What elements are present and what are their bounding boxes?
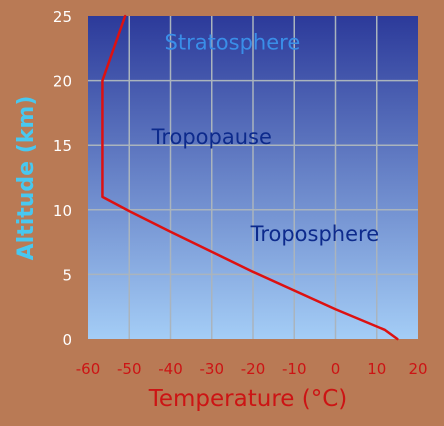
annotation-label: Stratosphere [165,31,301,55]
grid-lines [88,16,418,339]
x-tick-label: 10 [367,360,386,378]
annotation-label: Troposphere [250,222,380,246]
y-tick-label: 0 [62,331,72,349]
x-axis-label: Temperature (°C) [148,386,348,412]
x-tick-label: -60 [76,360,101,378]
x-tick-label: 0 [331,360,341,378]
y-tick-label: 5 [62,266,72,284]
x-tick-labels: -60 -50 -40 -30 -20 -10 0 10 20 [76,360,428,378]
x-tick-label: -20 [241,360,266,378]
x-tick-label: -10 [282,360,307,378]
y-tick-labels: 0 5 10 15 20 25 [53,8,72,349]
annotations: Stratosphere Tropopause Troposphere [151,31,380,246]
y-tick-label: 10 [53,202,72,220]
temperature-profile-line [101,14,399,341]
x-tick-label: -30 [200,360,225,378]
y-tick-label: 15 [53,137,72,155]
y-tick-label: 20 [53,73,72,91]
x-tick-label: 20 [408,360,427,378]
series-layer [101,14,399,341]
x-tick-label: -50 [117,360,142,378]
x-tick-label: -40 [158,360,183,378]
annotation-label: Tropopause [151,125,272,149]
y-tick-label: 25 [53,8,72,26]
y-axis-label: Altitude (km) [14,96,39,261]
